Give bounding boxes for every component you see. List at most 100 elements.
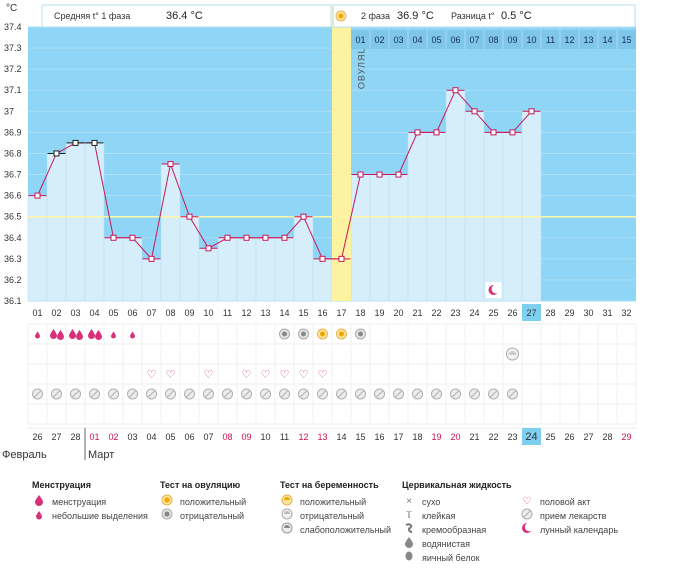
ovulation-column <box>332 5 351 301</box>
day-number-label: 16 <box>317 308 327 318</box>
legend-moon: лунный календарь <box>520 522 670 539</box>
ovulation-test-negative-core <box>282 331 287 337</box>
day-number-label: 05 <box>108 308 118 318</box>
temperature-point <box>509 129 516 136</box>
calendar-date: 19 <box>431 432 441 442</box>
calendar-date: 18 <box>412 432 422 442</box>
day-number-label: 21 <box>412 308 422 318</box>
header-day-label: 05 <box>431 35 441 45</box>
header-day-label: 11 <box>546 35 555 45</box>
y-tick-label: 36.9 <box>4 127 22 137</box>
pill-icon-line <box>205 390 212 398</box>
temperature-point <box>53 150 60 157</box>
y-tick-label: 36.4 <box>4 233 22 243</box>
temperature-bar <box>293 216 314 302</box>
moon-icon <box>520 522 534 539</box>
y-tick-label: 36.5 <box>4 212 22 222</box>
day-number-label: 32 <box>621 308 631 318</box>
heart-icon: ♡ <box>204 369 214 381</box>
pill-icon-line <box>452 390 459 398</box>
temperature-point <box>91 139 98 146</box>
pill-icon-line <box>129 390 136 398</box>
day-number-label: 19 <box>374 308 384 318</box>
day-number-label: 25 <box>488 308 498 318</box>
bbt-chart: ОВУЛЯЦИЯ Средняя t° 1 фаза 36.4 °C 2 фаза 36… <box>2 3 637 461</box>
legend-cervical-sticky: Ⲧ клейкая <box>402 509 522 523</box>
day-number-label: 13 <box>260 308 270 318</box>
y-tick-label: 37.1 <box>4 85 22 95</box>
day-number-label: 01 <box>32 308 42 318</box>
temperature-point <box>34 192 41 199</box>
legend-label: отрицательный <box>300 511 365 521</box>
drop-small-icon <box>32 508 46 525</box>
heart-icon: ♡ <box>242 369 252 381</box>
temperature-bar <box>141 258 162 302</box>
ovulation-test-positive-core <box>320 331 325 337</box>
temperature-bar <box>445 89 466 302</box>
current-day-box <box>522 304 541 321</box>
temperature-point <box>338 255 345 262</box>
day-number-label: 31 <box>602 308 612 318</box>
heart-icon: ♡ <box>261 369 271 381</box>
legend-label: положительный <box>300 497 367 507</box>
temperature-bar <box>65 142 86 302</box>
temperature-bar <box>274 237 295 302</box>
temperature-bar <box>464 111 485 302</box>
menstruation-drop-icon <box>95 330 102 340</box>
legend-menstruation-small: небольшие выделения <box>32 509 152 523</box>
y-tick-label: 36.3 <box>4 254 22 264</box>
calendar-date: 24 <box>525 431 537 443</box>
phase2-value: 36.9 °C <box>397 10 434 22</box>
legend-label: небольшие выделения <box>52 511 148 521</box>
legend-label: слабоположительный <box>300 525 392 535</box>
day-number-label: 17 <box>336 308 346 318</box>
pill-icon-line <box>110 390 117 398</box>
calendar-date: 13 <box>317 432 327 442</box>
day-number-label: 08 <box>165 308 175 318</box>
day-number-label: 28 <box>545 308 555 318</box>
temperature-point <box>490 129 497 136</box>
day-number-label: 29 <box>564 308 574 318</box>
calendar-date: 15 <box>355 432 365 442</box>
legend-label: яичный белок <box>422 553 480 563</box>
legend-menstruation: Менструация менструация небольшие выделе… <box>32 480 152 523</box>
calendar-date: 22 <box>488 432 498 442</box>
temperature-bar <box>46 153 67 302</box>
temperature-point <box>224 234 231 241</box>
day-number-label: 14 <box>279 308 289 318</box>
header-day-label: 03 <box>393 35 403 45</box>
legend-intercourse: ♡ половой акт <box>520 495 670 509</box>
heart-icon: ♡ <box>318 369 328 381</box>
header-day-label: 13 <box>583 35 593 45</box>
pill-icon-line <box>243 390 250 398</box>
temperature-point <box>471 108 478 115</box>
pill-icon-line <box>414 390 421 398</box>
calendar-date: 25 <box>545 432 555 442</box>
sun-icon-core <box>338 13 344 19</box>
pill-icon-line <box>186 390 193 398</box>
y-tick-label: 37.2 <box>4 64 22 74</box>
menstruation-drop-icon <box>50 329 57 339</box>
difference-value: 0.5 °C <box>501 10 532 22</box>
header-day-label: 09 <box>507 35 517 45</box>
temperature-bar <box>103 237 124 302</box>
legend-pregnancy-test: Тест на беременность положительный отриц… <box>280 480 400 537</box>
y-tick-label: 36.6 <box>4 191 22 201</box>
legend-label: кремообразная <box>422 525 487 535</box>
heart-icon: ♡ <box>166 369 176 381</box>
phase2-label: 2 фаза <box>361 11 390 21</box>
legend-label: лунный календарь <box>540 525 619 535</box>
pregnancy-negative-icon <box>280 508 294 525</box>
ovulation-label: ОВУЛЯЦИЯ <box>357 31 367 89</box>
calendar-date: 29 <box>621 432 631 442</box>
day-number-label: 12 <box>241 308 251 318</box>
calendar-date: 04 <box>146 432 156 442</box>
temperature-point <box>243 234 250 241</box>
legend-ovulation-positive: положительный <box>160 494 280 509</box>
temperature-point <box>395 171 402 178</box>
day-number-label: 20 <box>393 308 403 318</box>
egg-white-icon <box>402 550 416 567</box>
calendar-date: 27 <box>51 432 61 442</box>
pill-icon-line <box>34 390 41 398</box>
day-number-label: 06 <box>127 308 137 318</box>
